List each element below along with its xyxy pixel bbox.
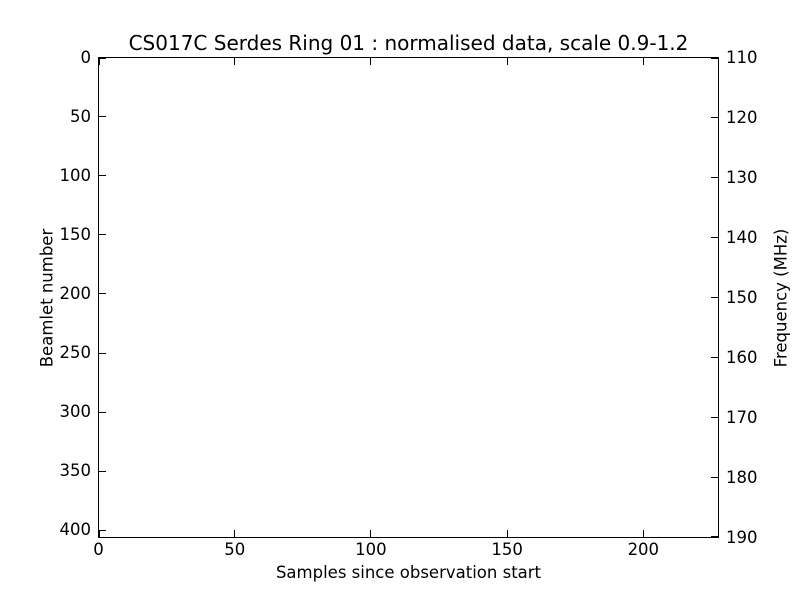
y-right-tick-label: 170 xyxy=(726,407,758,427)
y-right-tick-mark xyxy=(711,477,718,478)
y-right-tick-label: 110 xyxy=(726,47,758,67)
y-left-tick-mark xyxy=(99,58,106,59)
y-left-tick-label: 200 xyxy=(59,283,92,303)
y-left-tick-mark xyxy=(99,411,106,413)
y-left-tick-label: 50 xyxy=(70,106,91,126)
y-right-tick-label: 140 xyxy=(726,227,758,247)
y-right-tick-label: 130 xyxy=(726,167,758,187)
y-left-tick-label: 300 xyxy=(59,401,92,421)
y-left-tick-mark xyxy=(99,293,106,295)
x-tick-mark xyxy=(370,530,372,537)
x-tick-mark-top xyxy=(506,58,508,65)
y-right-tick-mark xyxy=(711,357,718,358)
y-axis-label-left: Beamlet number xyxy=(37,228,57,368)
y-left-tick-label: 100 xyxy=(59,165,92,185)
y-right-tick-mark xyxy=(711,117,718,118)
plot-area: 0 50 100 150 200 0 50 100 150 200 250 300 350 400 110 1… xyxy=(60,49,758,558)
y-right-tick-mark xyxy=(711,417,718,418)
y-right-tick-mark xyxy=(711,177,718,178)
y-left-tick-label: 0 xyxy=(80,47,92,67)
y-left-tick-label: 400 xyxy=(59,520,92,540)
y-right-tick-mark xyxy=(711,58,718,59)
y-right-tick-mark xyxy=(711,297,718,298)
y-left-tick-mark xyxy=(99,234,106,236)
x-tick-label: 100 xyxy=(355,540,387,559)
x-tick-mark xyxy=(506,530,508,537)
y-left-tick-label: 150 xyxy=(59,224,92,244)
x-tick-mark xyxy=(642,530,644,537)
x-tick-mark xyxy=(99,530,100,537)
y-right-tick-label: 150 xyxy=(726,287,758,307)
x-tick-label: 50 xyxy=(224,540,246,559)
y-left-tick-mark xyxy=(99,116,106,118)
x-tick-mark-top xyxy=(370,58,372,65)
y-left-tick-mark xyxy=(99,470,106,472)
x-tick-mark-top xyxy=(642,58,644,65)
x-tick-label: 150 xyxy=(491,540,523,559)
y-left-tick-label: 250 xyxy=(59,342,92,362)
x-tick-mark-top xyxy=(99,58,100,65)
x-tick-mark xyxy=(234,530,236,537)
y-left-tick-mark xyxy=(99,352,106,354)
y-right-tick-mark xyxy=(711,237,718,238)
y-right-tick-label: 190 xyxy=(726,527,758,547)
y-left-tick-label: 350 xyxy=(59,461,92,481)
y-right-tick-mark xyxy=(711,536,718,537)
y-left-tick-mark xyxy=(99,529,106,531)
y-left-tick-mark xyxy=(99,175,106,177)
y-axis-label-right: Frequency (MHz) xyxy=(771,228,791,368)
x-tick-mark-top xyxy=(234,58,236,65)
chart-title: CS017C Serdes Ring 01 : normalised data,… xyxy=(128,31,689,55)
y-right-tick-label: 160 xyxy=(726,347,758,367)
x-axis-label: Samples since observation start xyxy=(275,563,542,582)
y-right-tick-label: 180 xyxy=(726,467,758,487)
x-tick-label: 0 xyxy=(93,540,104,559)
y-right-tick-label: 120 xyxy=(726,107,758,127)
x-tick-label: 200 xyxy=(627,540,660,559)
